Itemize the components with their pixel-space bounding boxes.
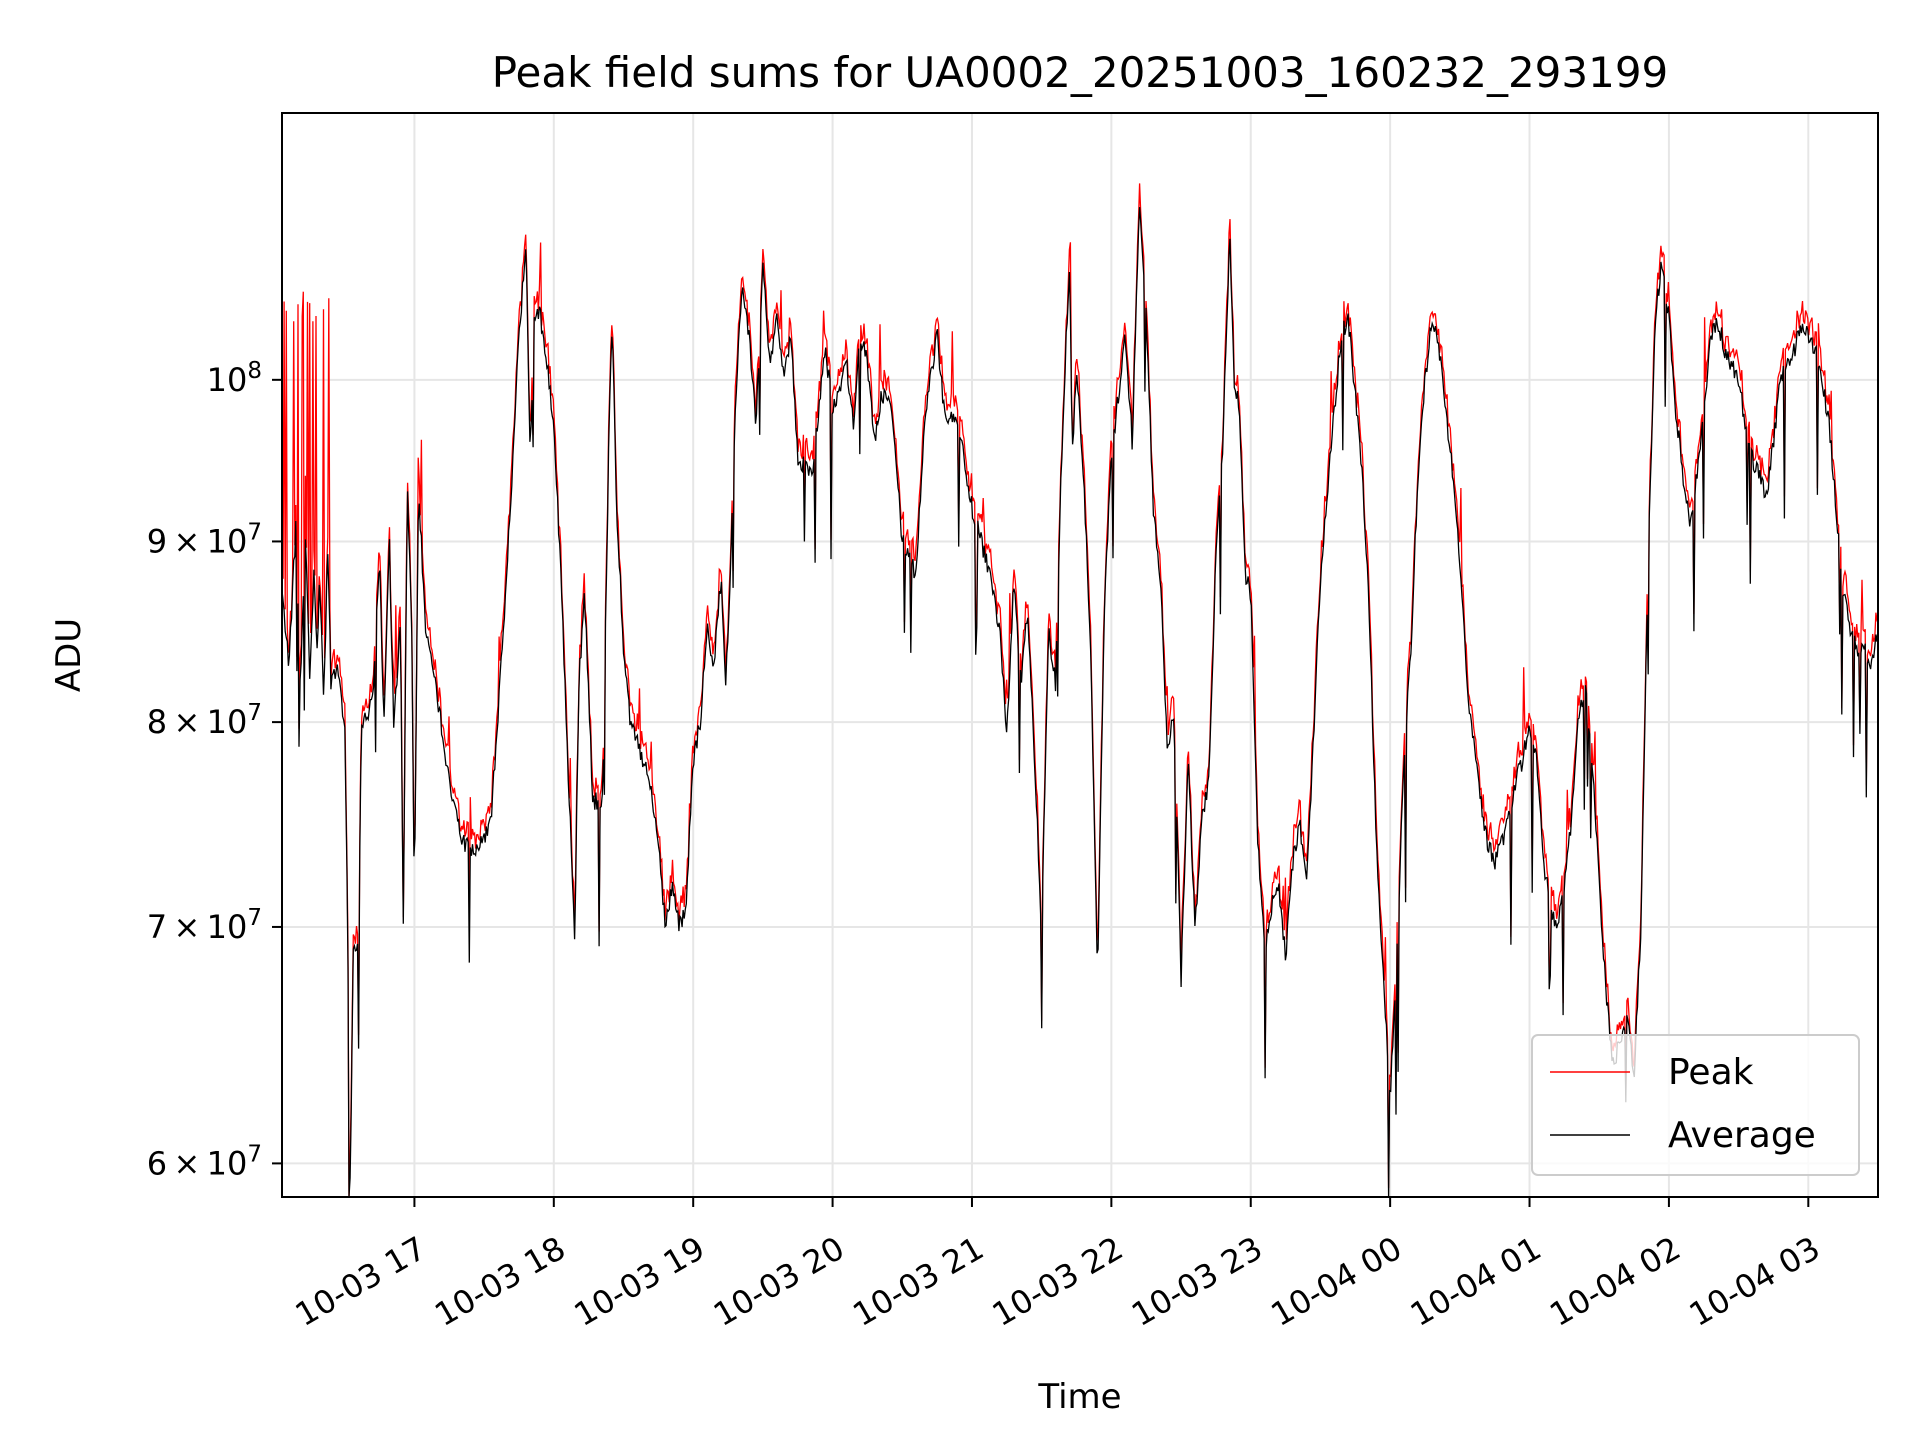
legend: Peak Average: [1531, 1034, 1860, 1176]
x-axis-label: Time: [1037, 1377, 1121, 1417]
y-tick-label: 7 × 107: [147, 905, 262, 946]
y-axis-label: ADU: [49, 618, 89, 692]
chart-title: Peak field sums for UA0002_20251003_1602…: [492, 48, 1669, 97]
legend-peak-label: Peak: [1668, 1052, 1754, 1093]
plot-frame: [281, 112, 1879, 1198]
y-tick-label: 108: [207, 358, 262, 399]
y-axis: 6 × 107 7 × 107 8 × 107 9 × 107 108: [147, 358, 282, 1182]
legend-box: [1531, 1034, 1860, 1176]
y-tick-label: 8 × 107: [147, 700, 262, 741]
legend-average-label: Average: [1668, 1115, 1816, 1156]
y-tick-label: 9 × 107: [147, 519, 262, 560]
y-tick-label: 6 × 107: [147, 1141, 262, 1182]
grid: [282, 113, 1878, 1197]
